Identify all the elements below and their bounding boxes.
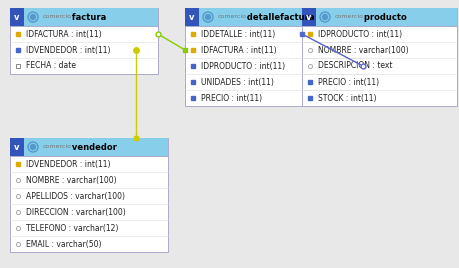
Text: APELLIDOS : varchar(100): APELLIDOS : varchar(100) xyxy=(26,192,125,200)
Bar xyxy=(302,8,315,26)
Text: DIRECCION : varchar(100): DIRECCION : varchar(100) xyxy=(26,207,125,217)
Text: factura: factura xyxy=(68,13,106,21)
Text: v: v xyxy=(14,143,20,151)
Bar xyxy=(302,8,456,26)
Text: v: v xyxy=(189,13,194,21)
Text: v: v xyxy=(306,13,311,21)
Text: NOMBRE : varchar(100): NOMBRE : varchar(100) xyxy=(317,46,408,54)
Text: TELEFONO : varchar(12): TELEFONO : varchar(12) xyxy=(26,224,118,233)
Circle shape xyxy=(319,12,329,22)
Circle shape xyxy=(202,12,213,22)
Bar xyxy=(185,8,362,106)
Text: IDDETALLE : int(11): IDDETALLE : int(11) xyxy=(201,29,274,39)
Text: comercio: comercio xyxy=(218,14,246,20)
Text: EMAIL : varchar(50): EMAIL : varchar(50) xyxy=(26,240,101,248)
Text: IDPRODUCTO : int(11): IDPRODUCTO : int(11) xyxy=(317,29,401,39)
Text: UNIDADES : int(11): UNIDADES : int(11) xyxy=(201,77,273,87)
Circle shape xyxy=(30,144,35,150)
Text: detallefactura: detallefactura xyxy=(243,13,313,21)
Text: producto: producto xyxy=(360,13,405,21)
Text: PRECIO : int(11): PRECIO : int(11) xyxy=(317,77,378,87)
Text: IDFACTURA : int(11): IDFACTURA : int(11) xyxy=(201,46,276,54)
Bar xyxy=(10,138,168,252)
Text: vendedor: vendedor xyxy=(68,143,116,151)
Text: IDPRODUCTO : int(11): IDPRODUCTO : int(11) xyxy=(201,61,285,70)
Text: STOCK : int(11): STOCK : int(11) xyxy=(317,94,375,102)
Text: FECHA : date: FECHA : date xyxy=(26,61,76,70)
Bar xyxy=(185,8,362,26)
Bar xyxy=(10,8,24,26)
Bar xyxy=(10,138,24,156)
Text: IDVENDEDOR : int(11): IDVENDEDOR : int(11) xyxy=(26,46,110,54)
Text: DESCRIPCION : text: DESCRIPCION : text xyxy=(317,61,392,70)
Text: comercio: comercio xyxy=(43,14,72,20)
Circle shape xyxy=(30,14,35,20)
Text: comercio: comercio xyxy=(43,144,72,150)
Circle shape xyxy=(322,14,327,20)
Text: PRECIO : int(11): PRECIO : int(11) xyxy=(201,94,262,102)
Text: v: v xyxy=(14,13,20,21)
Circle shape xyxy=(205,14,210,20)
Circle shape xyxy=(28,142,38,152)
Bar xyxy=(10,138,168,156)
Text: NOMBRE : varchar(100): NOMBRE : varchar(100) xyxy=(26,176,117,184)
Bar xyxy=(10,8,157,26)
Text: comercio: comercio xyxy=(334,14,363,20)
Text: IDVENDEDOR : int(11): IDVENDEDOR : int(11) xyxy=(26,159,110,169)
Bar xyxy=(185,8,199,26)
Bar xyxy=(10,8,157,74)
Circle shape xyxy=(28,12,38,22)
Bar xyxy=(302,8,456,106)
Text: IDFACTURA : int(11): IDFACTURA : int(11) xyxy=(26,29,101,39)
